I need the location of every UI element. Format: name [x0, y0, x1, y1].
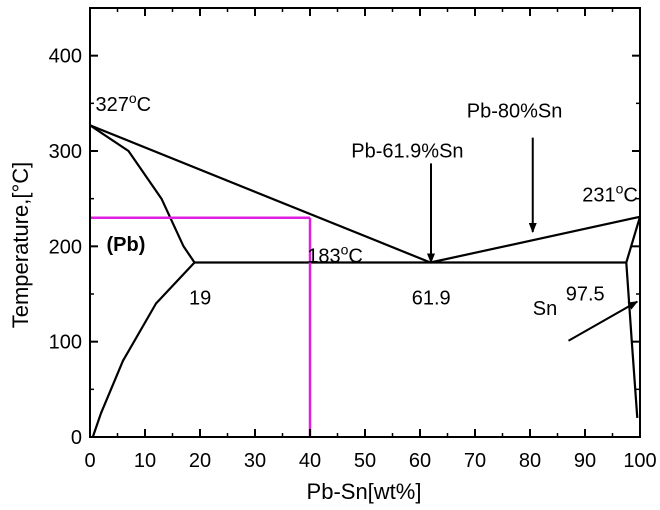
annotation-pb-phase: (Pb) — [107, 234, 146, 256]
x-tick-label: 100 — [623, 450, 656, 472]
x-tick-label: 20 — [189, 450, 211, 472]
series-solvus-sn — [625, 262, 639, 418]
series-solidus-sn — [625, 216, 642, 263]
y-tick-label: 300 — [49, 141, 82, 163]
x-tick-label: 40 — [299, 450, 321, 472]
x-tick-label: 90 — [574, 450, 596, 472]
y-tick-label: 0 — [71, 427, 82, 449]
series-solvus-pb — [91, 261, 196, 438]
guide-lines — [90, 216, 312, 437]
x-axis-label: Pb-Sn[wt%] — [307, 479, 422, 504]
x-tick-label: 0 — [84, 450, 95, 472]
y-tick-label: 100 — [49, 332, 82, 354]
annotation-eut-comp: Pb-61.9%Sn — [351, 141, 463, 163]
x-tick-label: 70 — [464, 450, 486, 472]
x-axis-ticks: 0 10 20 30 40 50 60 70 80 90 100 — [84, 8, 657, 472]
annotation-c19: 19 — [189, 287, 211, 309]
annotation-sn-phase: Sn — [533, 298, 557, 320]
x-tick-label: 80 — [519, 450, 541, 472]
annotation-c975: 97.5 — [566, 284, 605, 306]
phase-boundaries — [89, 124, 642, 438]
annotation-comp80: Pb-80%Sn — [467, 101, 563, 123]
annotation-sn-melt: 231oC — [582, 181, 638, 207]
annotation-eutectic-temp: 183oC — [307, 242, 363, 268]
x-tick-label: 60 — [409, 450, 431, 472]
x-tick-label: 50 — [354, 450, 376, 472]
x-tick-label: 10 — [134, 450, 156, 472]
y-axis-ticks: 0 100 200 300 400 — [49, 46, 640, 449]
series-solidus-pb — [89, 124, 196, 264]
annotation-arrows — [427, 137, 639, 342]
y-axis-label: Temperature,[°C] — [8, 162, 33, 329]
arrow-arrow-sn — [568, 300, 639, 342]
annotations: 327oC 231oC 183oC (Pb) 19 61.9 97.5 Sn Pb-61.9%S… — [96, 90, 638, 320]
annotation-c619: 61.9 — [412, 287, 451, 309]
y-tick-label: 200 — [49, 236, 82, 258]
annotation-pb-melt: 327oC — [96, 90, 152, 116]
x-tick-label: 30 — [244, 450, 266, 472]
y-tick-label: 400 — [49, 46, 82, 68]
